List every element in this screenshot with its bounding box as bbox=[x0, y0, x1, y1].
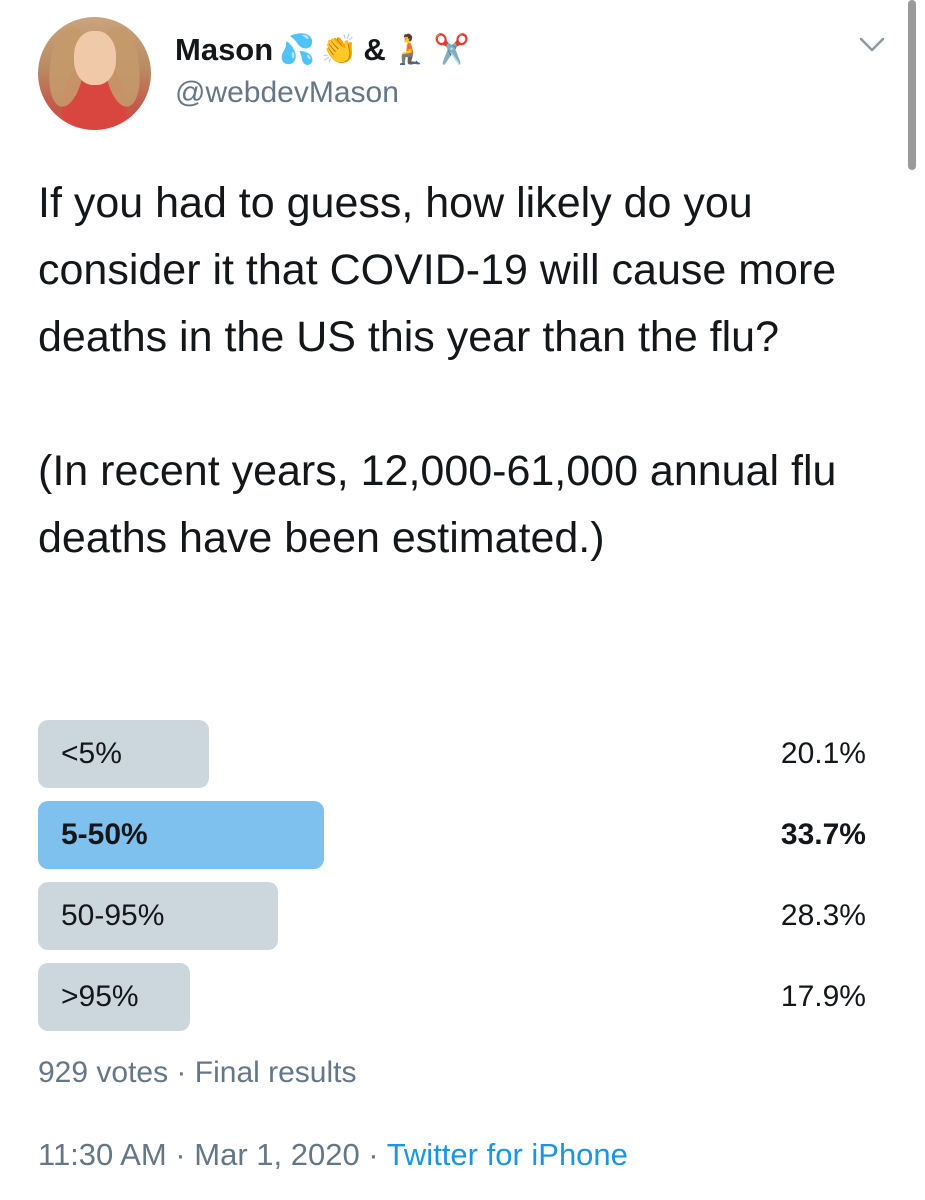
tweet-time[interactable]: 11:30 AM bbox=[38, 1137, 167, 1172]
poll-option-bar bbox=[38, 720, 209, 788]
poll-option: 5-50% 33.7% bbox=[38, 801, 888, 869]
display-name[interactable]: Mason bbox=[175, 32, 274, 67]
user-handle[interactable]: @webdevMason bbox=[175, 76, 399, 109]
poll-option-label: 50-95% bbox=[61, 899, 165, 932]
meta-separator: · bbox=[168, 1056, 195, 1089]
display-name-row[interactable]: Mason 💦 👏 & 🧎 ✂️ bbox=[175, 28, 470, 72]
poll-option-label: >95% bbox=[61, 980, 139, 1013]
ampersand: & bbox=[363, 32, 386, 67]
poll-meta: 929 votes · Final results bbox=[38, 1056, 356, 1090]
clapping-hands-emoji: 👏 bbox=[321, 33, 358, 66]
poll-option-label: <5% bbox=[61, 737, 122, 770]
chevron-down-icon[interactable] bbox=[858, 34, 886, 56]
poll-option-label: 5-50% bbox=[61, 818, 148, 851]
poll-option-bar bbox=[38, 882, 278, 950]
poll-option-percent: 20.1% bbox=[780, 737, 866, 770]
poll-option: 50-95% 28.3% bbox=[38, 882, 888, 950]
poll-option: >95% 17.9% bbox=[38, 963, 888, 1031]
scrollbar[interactable] bbox=[908, 0, 916, 170]
poll-option: <5% 20.1% bbox=[38, 720, 888, 788]
poll-option-percent: 28.3% bbox=[780, 899, 866, 932]
avatar[interactable] bbox=[38, 17, 151, 130]
sweat-droplets-emoji: 💦 bbox=[279, 33, 316, 66]
poll-status: Final results bbox=[194, 1056, 357, 1089]
poll-option-percent: 33.7% bbox=[780, 818, 866, 851]
poll-option-bar bbox=[38, 963, 190, 1031]
meta-separator: · bbox=[166, 1137, 195, 1172]
tweet-source-link[interactable]: Twitter for iPhone bbox=[386, 1137, 628, 1172]
scissors-emoji: ✂️ bbox=[433, 33, 471, 66]
kneeling-person-emoji: 🧎 bbox=[391, 33, 428, 66]
poll-option-bar bbox=[38, 801, 324, 869]
tweet-date[interactable]: Mar 1, 2020 bbox=[194, 1137, 360, 1172]
meta-separator: · bbox=[359, 1137, 387, 1172]
vote-count: 929 votes bbox=[38, 1056, 169, 1089]
tweet-text: If you had to guess, how likely do you c… bbox=[38, 179, 837, 562]
timestamp-row: 11:30 AM · Mar 1, 2020 · Twitter for iPh… bbox=[38, 1137, 628, 1173]
poll-option-percent: 17.9% bbox=[780, 980, 866, 1013]
